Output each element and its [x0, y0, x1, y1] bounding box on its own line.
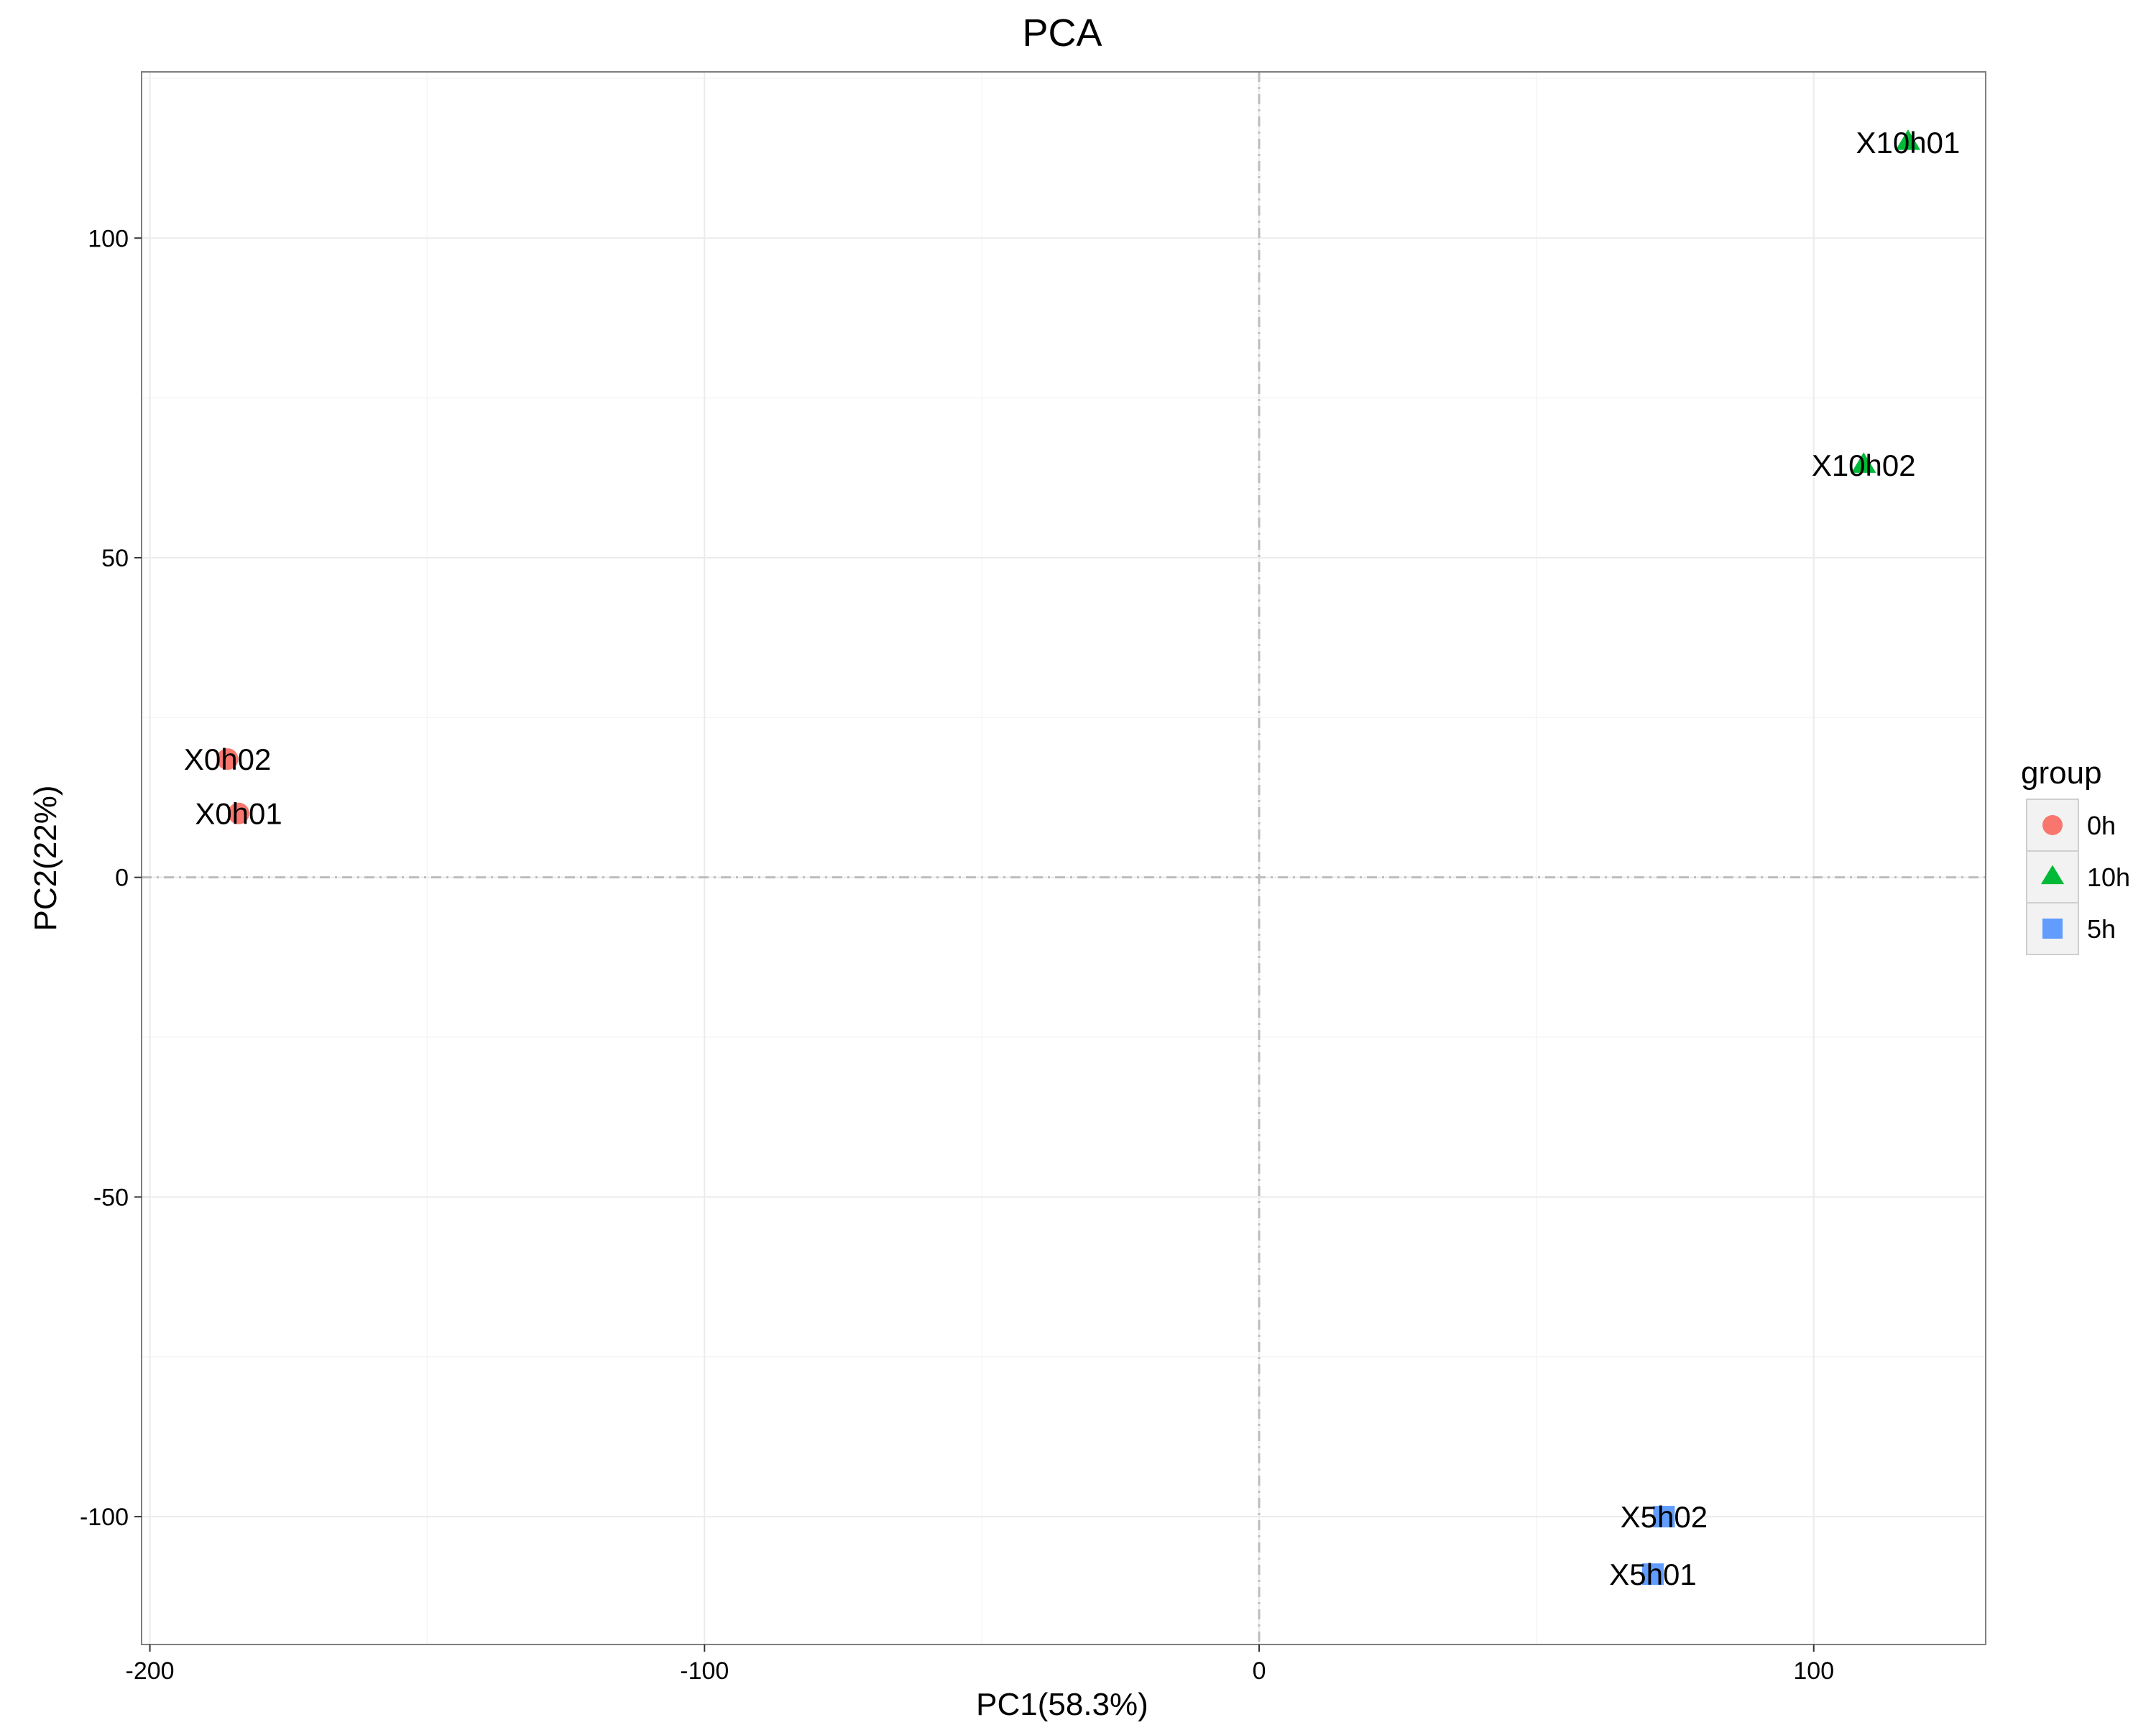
data-point-circle [216, 748, 239, 770]
y-tick-label: -100 [80, 1504, 129, 1531]
y-axis: -100 -50 0 50 100 [80, 225, 142, 1531]
y-axis-title: PC2(22%) [28, 786, 63, 932]
legend-label: 10h [2087, 862, 2130, 892]
x-tick-label: -100 [680, 1657, 729, 1685]
x-tick-label: -200 [126, 1657, 175, 1685]
legend-key-triangle [2040, 865, 2065, 885]
data-point-label: X5h02 [1621, 1500, 1708, 1534]
minor-gridlines [142, 72, 1986, 1644]
x-axis-title: PC1(58.3%) [976, 1687, 1148, 1722]
data-point-triangle [1851, 452, 1876, 473]
data-point-label: X10h01 [1856, 126, 1961, 160]
legend-label: 0h [2087, 811, 2116, 840]
plot-area: X0h02 X0h01 X10h01 X10h02 X5h02 X5h01 [141, 71, 1986, 1645]
legend-title: group [2021, 755, 2102, 791]
zero-reference-lines [142, 72, 1986, 1644]
legend: group 0h 10h 5h [2021, 755, 2130, 955]
legend-label: 5h [2087, 914, 2116, 944]
plot-border [141, 71, 1986, 1645]
data-point-label: X0h01 [195, 797, 282, 831]
data-point-triangle [1895, 129, 1921, 150]
data-point-label: X10h02 [1812, 448, 1916, 482]
y-tick-label: 50 [101, 545, 129, 572]
plot-background [142, 72, 1986, 1644]
legend-item: 10h [2026, 850, 2130, 903]
data-point-square [1641, 1563, 1664, 1586]
data-point-circle [228, 802, 250, 824]
data-point-label: X5h01 [1609, 1558, 1696, 1591]
data-point-square [1653, 1506, 1675, 1528]
x-tick-label: 100 [1793, 1657, 1834, 1685]
data-point-label: X0h02 [184, 742, 271, 776]
y-tick-label: -50 [93, 1184, 129, 1211]
x-tick-label: 0 [1253, 1657, 1266, 1685]
legend-item: 0h [2026, 799, 2116, 852]
legend-key-circle [2042, 815, 2063, 835]
data-point-labels: X0h02 X0h01 X10h01 X10h02 X5h02 X5h01 [184, 126, 1960, 1591]
x-axis: -200 -100 0 100 [126, 1644, 1834, 1685]
legend-key-square [2042, 919, 2063, 939]
y-tick-label: 0 [115, 865, 129, 892]
y-tick-label: 100 [88, 225, 129, 252]
data-points [216, 129, 1921, 1586]
chart-title: PCA [1022, 12, 1102, 55]
legend-entries: 0h 10h 5h [2026, 799, 2130, 955]
legend-item: 5h [2026, 902, 2116, 955]
